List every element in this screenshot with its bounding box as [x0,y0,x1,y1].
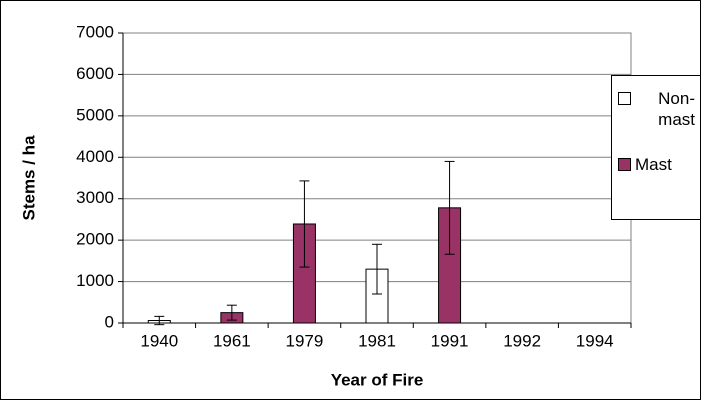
x-tick-label: 1979 [286,331,324,350]
legend-swatch [618,92,631,105]
x-axis-title: Year of Fire [331,370,424,389]
x-tick-label: 1994 [576,331,614,350]
x-tick-label: 1961 [213,331,251,350]
y-tick-label: 3000 [76,188,114,207]
legend-label: Non-mast [658,89,695,129]
y-tick-label: 1000 [76,271,114,290]
x-tick-label: 1940 [140,331,178,350]
y-tick-label: 6000 [76,64,114,83]
legend: Non-mast Mast [611,75,700,220]
y-tick-label: 0 [105,312,114,331]
y-tick-label: 7000 [76,22,114,41]
y-tick-label: 5000 [76,105,114,124]
legend-label: Mast [635,155,672,174]
legend-swatch [618,158,631,171]
legend-item: Non-mast [618,88,695,130]
x-tick-label: 1981 [358,331,396,350]
x-tick-label: 1991 [431,331,469,350]
y-tick-label: 2000 [76,230,114,249]
y-tick-label: 4000 [76,147,114,166]
x-tick-label: 1992 [503,331,541,350]
legend-item: Mast [618,154,695,175]
y-axis-title: Stems / ha [19,135,38,221]
